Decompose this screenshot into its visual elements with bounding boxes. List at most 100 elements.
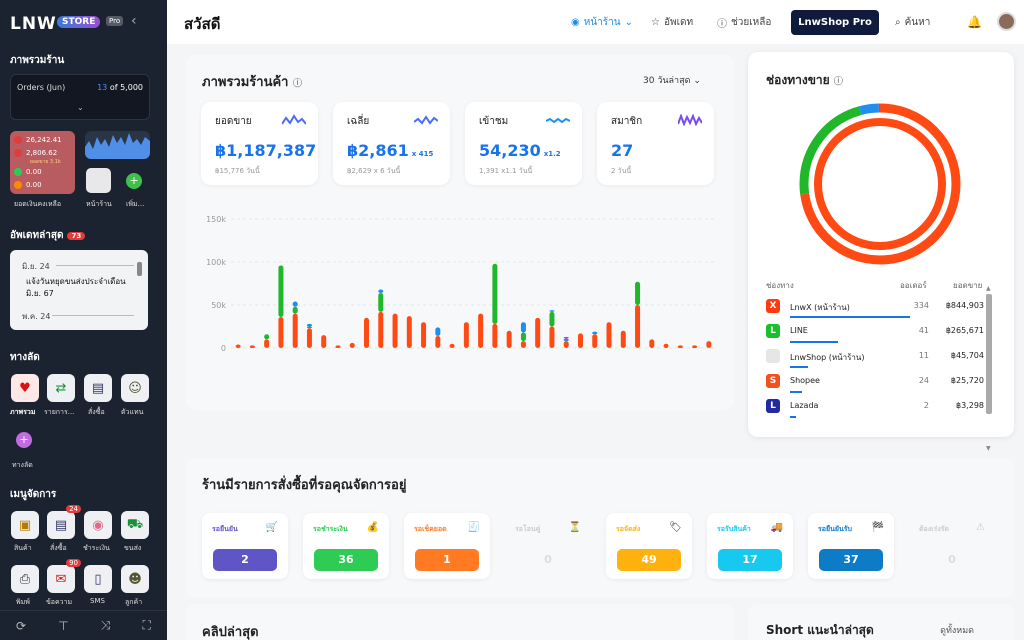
- pending-status-card[interactable]: รอยืนยัน 🛒 2: [202, 513, 288, 579]
- scrollbar[interactable]: [137, 262, 142, 276]
- chart-bar[interactable]: [520, 341, 526, 348]
- chart-bar[interactable]: [649, 339, 655, 348]
- menu-label[interactable]: SMS: [90, 597, 105, 605]
- chart-bar[interactable]: [349, 342, 355, 348]
- shortcut-label[interactable]: ตัวแทน: [121, 408, 144, 416]
- shipping-menu-icon[interactable]: ⛟: [121, 511, 149, 539]
- shortcut-label[interactable]: รายการ...: [44, 408, 75, 416]
- channel-row[interactable]: L Lazada 2 ฿3,298: [766, 396, 984, 420]
- font-size-icon[interactable]: ⊤: [58, 618, 69, 633]
- chart-bar[interactable]: [463, 322, 469, 348]
- chart-bar[interactable]: [535, 317, 541, 348]
- chart-bar[interactable]: [492, 323, 498, 348]
- chart-bar[interactable]: [592, 334, 598, 348]
- chart-bar[interactable]: [449, 343, 455, 348]
- shuffle-icon[interactable]: ⤨: [100, 618, 111, 632]
- channel-row[interactable]: L LINE 41 ฿265,671: [766, 321, 984, 345]
- chart-bar[interactable]: [292, 301, 298, 307]
- avatar[interactable]: [997, 12, 1016, 31]
- sales-bar-chart[interactable]: 150k 100k 50k 0: [186, 205, 734, 410]
- orders-shortcut-icon[interactable]: ▤: [84, 374, 112, 402]
- chart-bar[interactable]: [663, 343, 669, 348]
- chart-bar[interactable]: [364, 317, 370, 348]
- chart-bar[interactable]: [520, 332, 526, 342]
- chevron-down-icon[interactable]: ⌄: [77, 103, 84, 112]
- chart-bar[interactable]: [264, 334, 270, 340]
- chart-bar[interactable]: [549, 310, 555, 312]
- chart-bar[interactable]: [592, 331, 598, 335]
- donut-outer-segment[interactable]: [799, 103, 961, 265]
- chart-bar[interactable]: [292, 306, 298, 314]
- pending-status-card[interactable]: รอชำระเงิน 💰 36: [303, 513, 389, 579]
- chart-bar[interactable]: [635, 305, 641, 348]
- menu-label[interactable]: สั่งซื้อ: [50, 544, 67, 552]
- chart-bar[interactable]: [392, 313, 398, 348]
- menu-label[interactable]: ลูกค้า: [125, 598, 143, 606]
- chart-bar[interactable]: [563, 341, 569, 348]
- chart-bar[interactable]: [506, 330, 512, 348]
- stat-card-sales[interactable]: ยอดขาย ฿1,187,387 ฿15,776 วันนี้: [201, 102, 318, 185]
- chart-bar[interactable]: [435, 335, 441, 348]
- chart-bar[interactable]: [292, 313, 298, 348]
- chart-bar[interactable]: [278, 317, 284, 348]
- chart-bar[interactable]: [549, 326, 555, 349]
- pending-status-card[interactable]: รอจัดส่ง 🏷 49: [606, 513, 692, 579]
- chart-bar[interactable]: [264, 339, 270, 348]
- print-menu-icon[interactable]: ⎙: [11, 565, 39, 593]
- overview-shortcut-icon[interactable]: ♥: [11, 374, 39, 402]
- chart-bar[interactable]: [577, 333, 583, 348]
- menu-label[interactable]: ชำระเงิน: [83, 544, 110, 552]
- chart-bar[interactable]: [306, 328, 312, 348]
- chart-bar[interactable]: [321, 335, 327, 348]
- storefront-link[interactable]: ◉ หน้าร้าน ⌄: [571, 17, 633, 28]
- channel-row[interactable]: X LnwX (หน้าร้าน) 334 ฿844,903: [766, 296, 984, 320]
- updates-link[interactable]: ☆ อัพเดท: [651, 17, 694, 28]
- chart-bar[interactable]: [249, 345, 255, 348]
- chart-bar[interactable]: [335, 345, 341, 348]
- chart-bar[interactable]: [706, 341, 712, 348]
- search-button[interactable]: ⌕ ค้นหา: [895, 17, 931, 28]
- chart-bar[interactable]: [378, 289, 384, 293]
- channels-donut-chart[interactable]: [795, 99, 965, 269]
- chart-bar[interactable]: [520, 322, 526, 333]
- chart-bar[interactable]: [378, 292, 384, 312]
- channel-row[interactable]: LnwShop (หน้าร้าน) 11 ฿45,704: [766, 346, 984, 370]
- stat-card-average[interactable]: เฉลี่ย ฿2,861 x 415 ฿2,629 x 6 วันนี้: [333, 102, 450, 185]
- view-all-link[interactable]: ดูทั้งหมด: [940, 626, 974, 636]
- transactions-shortcut-icon[interactable]: ⇄: [47, 374, 75, 402]
- info-icon[interactable]: ⓘ: [833, 77, 843, 87]
- chart-bar[interactable]: [563, 336, 569, 339]
- help-link[interactable]: ⓘ ช่วยเหลือ: [717, 17, 772, 30]
- chart-bar[interactable]: [378, 311, 384, 348]
- chart-bar[interactable]: [306, 326, 312, 329]
- add-icon[interactable]: +: [126, 173, 142, 189]
- pending-status-card[interactable]: รอยืนยันรับ 🏁 37: [808, 513, 894, 579]
- lnwshop-pro-button[interactable]: LnwShop Pro: [791, 10, 879, 35]
- chart-bar[interactable]: [635, 281, 641, 305]
- donut-outer-segment[interactable]: [799, 103, 961, 265]
- donut-inner-ring[interactable]: [814, 118, 946, 250]
- updates-list[interactable]: มิ.ย. 24 แจ้งวันหยุดขนส่งประจำเดือน มิ.ย…: [10, 250, 148, 330]
- menu-label[interactable]: ข้อความ: [46, 598, 73, 606]
- fullscreen-icon[interactable]: ⛶: [142, 618, 151, 632]
- chart-bar[interactable]: [406, 316, 412, 348]
- orders-quota-box[interactable]: Orders (Jun) 13 of 5,000 ⌄: [10, 74, 150, 120]
- orders-menu-icon[interactable]: ▤ 24: [47, 505, 81, 539]
- lnw-logo[interactable]: LNW: [10, 14, 57, 34]
- date-range-select[interactable]: 30 วันล่าสุด ⌄: [643, 76, 701, 86]
- products-menu-icon[interactable]: ▣: [11, 511, 39, 539]
- chart-bar[interactable]: [278, 265, 284, 318]
- chart-bar[interactable]: [421, 322, 427, 348]
- customers-menu-icon[interactable]: ☻: [121, 565, 149, 593]
- chart-bar[interactable]: [563, 338, 569, 342]
- info-icon[interactable]: ⓘ: [293, 79, 303, 89]
- bell-icon[interactable]: 🔔: [967, 15, 982, 29]
- chart-bar[interactable]: [620, 330, 626, 348]
- messages-menu-icon[interactable]: ✉ 90: [47, 559, 81, 593]
- shortcut-label[interactable]: ภาพรวม: [10, 408, 36, 416]
- pending-status-card[interactable]: รอรับสินค้า 🚚 17: [707, 513, 793, 579]
- storefront-thumbnail[interactable]: [86, 168, 111, 193]
- channel-row[interactable]: S Shopee 24 ฿25,720: [766, 371, 984, 395]
- chart-bar[interactable]: [549, 311, 555, 327]
- chart-bar[interactable]: [235, 344, 241, 348]
